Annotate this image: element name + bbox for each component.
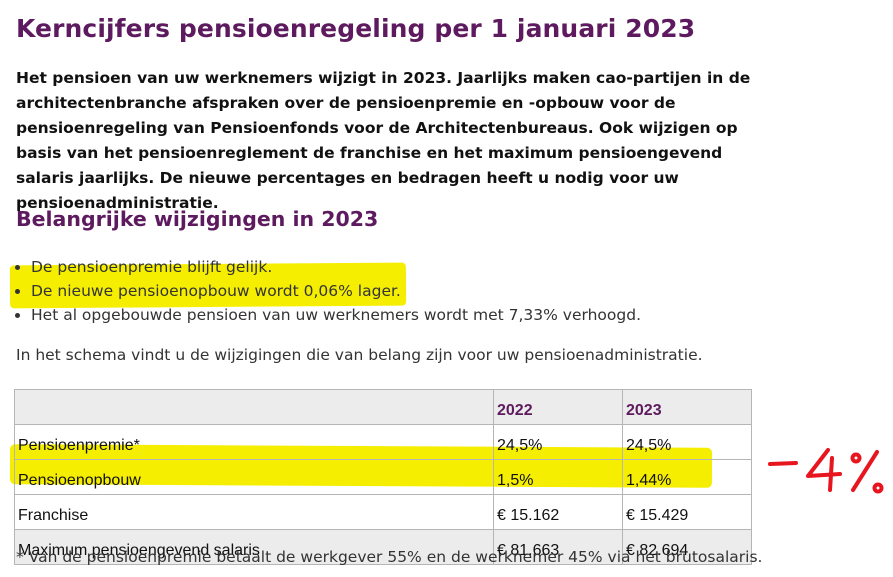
table-cell-2022: 24,5% — [493, 424, 623, 460]
table-cell-label: Pensioenopbouw — [14, 459, 494, 495]
handwritten-annotation — [768, 448, 884, 494]
table-row: Franchise € 15.162 € 15.429 — [14, 494, 752, 530]
table-cell-label: Maximum pensioengevend salaris — [14, 529, 494, 565]
table-row: Maximum pensioengevend salaris € 81.663 … — [14, 529, 752, 565]
table-cell-2023: 24,5% — [622, 424, 752, 460]
table-header-row: 2022 2023 — [14, 389, 752, 425]
table-cell-label: Pensioenpremie* — [14, 424, 494, 460]
table-row: Pensioenpremie* 24,5% 24,5% — [14, 424, 752, 460]
intro-paragraph: Het pensioen van uw werknemers wijzigt i… — [16, 69, 751, 212]
table-header-2022: 2022 — [493, 389, 623, 425]
page-title: Kerncijfers pensioenregeling per 1 janua… — [16, 14, 696, 43]
changes-list: De pensioenpremie blijft gelijk. De nieu… — [14, 255, 641, 327]
table-header-cell — [14, 389, 494, 425]
list-item: De nieuwe pensioenopbouw wordt 0,06% lag… — [31, 279, 641, 303]
footnote: * Van de pensioenpremie betaalt de werkg… — [16, 548, 763, 566]
table-cell-2023: € 82.694 — [622, 529, 752, 565]
table-cell-2022: € 15.162 — [493, 494, 623, 530]
schema-text: In het schema vindt u de wijzigingen die… — [16, 346, 703, 364]
table-cell-2023: € 15.429 — [622, 494, 752, 530]
list-item: De pensioenpremie blijft gelijk. — [31, 255, 641, 279]
key-figures-table: 2022 2023 Pensioenpremie* 24,5% 24,5% Pe… — [14, 389, 752, 565]
table-row: Pensioenopbouw 1,5% 1,44% — [14, 459, 752, 495]
table-header-2023: 2023 — [622, 389, 752, 425]
table-cell-2022: 1,5% — [493, 459, 623, 495]
table-cell-label: Franchise — [14, 494, 494, 530]
section-title: Belangrijke wijzigingen in 2023 — [16, 207, 379, 231]
list-item: Het al opgebouwde pensioen van uw werkne… — [31, 303, 641, 327]
table-cell-2023: 1,44% — [622, 459, 752, 495]
